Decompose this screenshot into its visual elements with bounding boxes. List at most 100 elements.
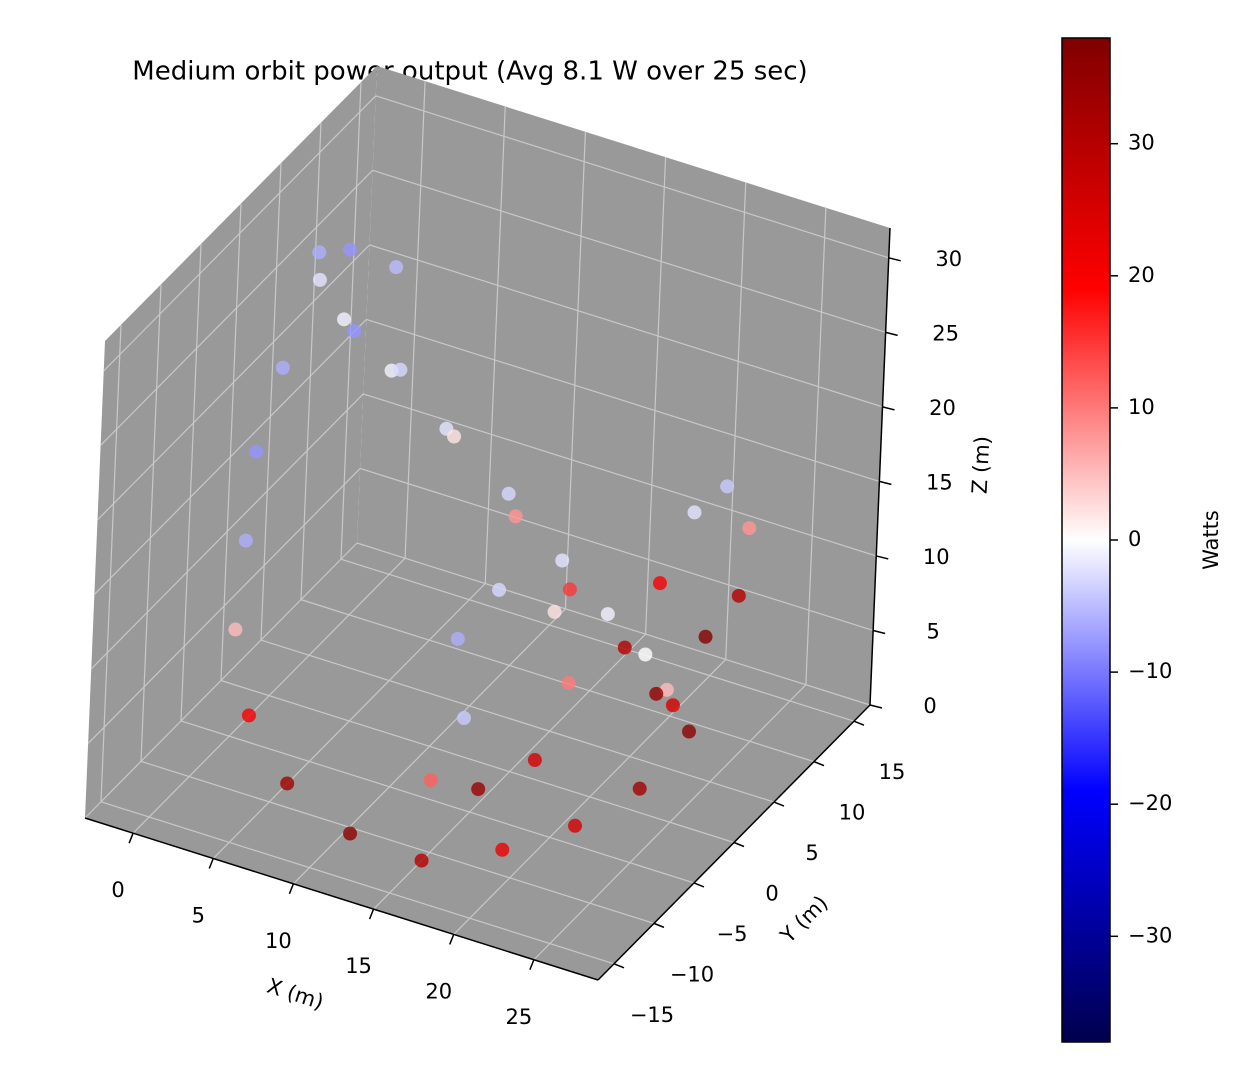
point: [508, 509, 523, 524]
grid-line: [180, 243, 202, 721]
point: [547, 604, 562, 619]
tick-mark: [449, 934, 455, 945]
grid-line: [644, 157, 667, 635]
colorbar-tick-label: −10: [1128, 659, 1172, 683]
grid-line: [805, 207, 827, 685]
grid-line: [340, 558, 855, 722]
tick-mark: [693, 882, 705, 888]
grid-line: [100, 801, 615, 965]
point: [423, 773, 438, 788]
point: [312, 272, 327, 287]
colorbar-tick-label: 20: [1128, 263, 1155, 287]
point: [343, 242, 357, 257]
grid-line: [93, 318, 367, 595]
grid-line: [100, 324, 122, 802]
tick-mark: [888, 257, 901, 262]
y-tick-label: 0: [765, 882, 778, 906]
colorbar-tick-label: 0: [1128, 527, 1141, 551]
grid-line: [484, 106, 506, 584]
grid-line: [375, 95, 889, 259]
colorbar-tick-label: −20: [1128, 791, 1172, 815]
tick-mark: [879, 480, 892, 486]
y-tick-label: 10: [839, 801, 866, 825]
point: [687, 505, 702, 520]
tick-mark: [872, 629, 886, 635]
grid-line: [260, 163, 282, 641]
tick-mark: [128, 832, 134, 844]
tick-mark: [368, 908, 375, 920]
point: [617, 640, 632, 655]
grid-line: [220, 203, 242, 681]
x-tick-label: 20: [425, 979, 452, 1003]
z-tick-label: 15: [926, 470, 953, 494]
grid-line: [372, 169, 886, 333]
z-axis-label: Z (m): [968, 435, 995, 494]
point: [682, 724, 696, 739]
point: [731, 588, 746, 603]
point: [652, 576, 667, 591]
point: [312, 245, 327, 260]
points: [228, 242, 757, 868]
point: [665, 698, 680, 713]
point: [389, 260, 404, 275]
tick-mark: [853, 720, 865, 726]
point: [555, 553, 570, 568]
tick-mark: [773, 801, 785, 807]
grid-line: [340, 82, 362, 560]
point: [720, 479, 735, 494]
x-tick-label: 0: [111, 878, 124, 902]
point: [457, 711, 471, 726]
z-tick-label: 10: [923, 545, 950, 569]
y-tick-label: 5: [805, 841, 818, 865]
y-axis-label: Y (m): [775, 891, 833, 949]
axis-line: [597, 704, 871, 981]
grid-line: [359, 467, 874, 632]
point: [659, 682, 674, 697]
panes: [85, 66, 890, 980]
point: [698, 629, 713, 644]
grid-line: [103, 95, 377, 372]
y-tick-label: −5: [717, 922, 748, 946]
grid-line: [140, 760, 655, 924]
grid-line: [564, 131, 587, 609]
tick-mark: [869, 704, 883, 709]
y-tick-label: −15: [630, 1003, 674, 1027]
point: [275, 360, 290, 375]
axis-line: [869, 227, 891, 706]
point: [527, 753, 542, 768]
point: [568, 818, 583, 833]
tick-mark: [613, 963, 625, 969]
tick-mark: [653, 922, 665, 929]
grid-line: [366, 318, 880, 482]
tick-mark: [529, 959, 535, 971]
axis-line: [84, 817, 599, 981]
grid-line: [100, 169, 374, 446]
point: [562, 582, 577, 597]
point: [638, 647, 653, 662]
grid-line: [87, 468, 361, 744]
y-tick-label: 15: [879, 760, 906, 784]
colorbar: −30 −20 −10 0 10 20 30: [1061, 37, 1172, 1043]
tick-mark: [813, 760, 825, 767]
z-tick-label: 30: [935, 247, 962, 271]
colorbar-tick-label: −30: [1128, 923, 1172, 947]
tick-mark: [208, 858, 214, 869]
point: [414, 853, 429, 868]
point: [450, 631, 465, 646]
z-tick-label: 5: [926, 619, 939, 643]
pane-back: [357, 66, 890, 705]
point: [492, 582, 507, 597]
point: [447, 429, 462, 444]
grid-line: [300, 599, 815, 763]
grid-line: [140, 284, 162, 762]
x-tick-label: 25: [506, 1005, 533, 1029]
tick-mark: [876, 555, 889, 560]
colorbar-tick-label: 10: [1128, 395, 1155, 419]
x-tick-label: 10: [265, 929, 292, 953]
x-axis-label: X (m): [264, 974, 326, 1015]
point: [347, 324, 362, 339]
tick-mark: [885, 331, 898, 337]
point: [280, 776, 295, 791]
grid-line: [356, 542, 871, 706]
point: [501, 486, 516, 501]
